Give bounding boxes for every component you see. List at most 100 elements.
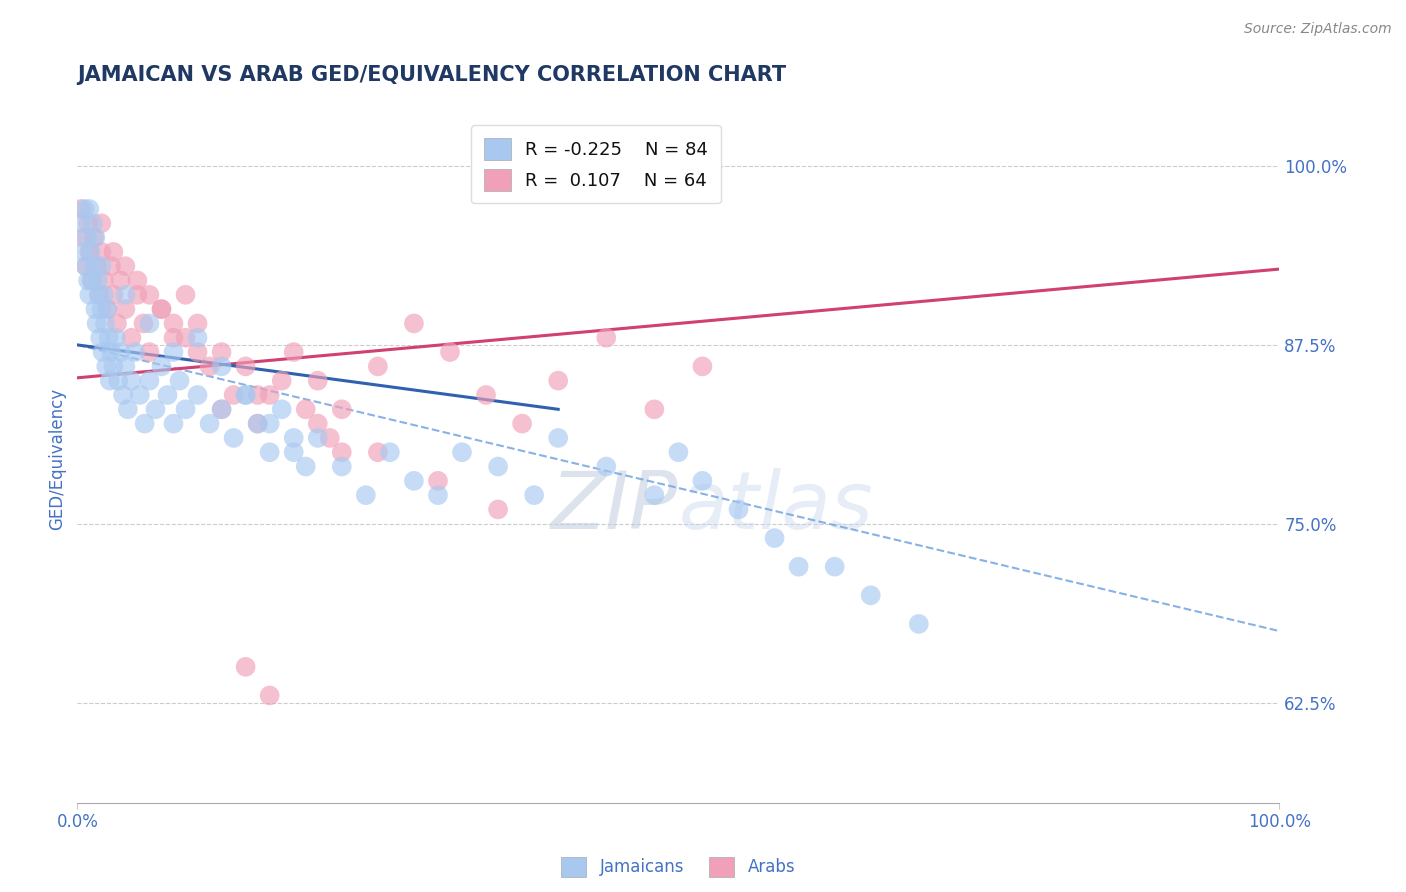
Point [87, 273, 110, 287]
Point [103, 288, 125, 302]
Point [307, 374, 329, 388]
Point [643, 402, 665, 417]
Point [246, 388, 269, 402]
Point [111, 388, 134, 402]
Point [174, 288, 197, 302]
Point [127, 273, 149, 287]
Point [727, 502, 749, 516]
Text: atlas: atlas [679, 468, 873, 547]
Point [87, 288, 110, 302]
Point [96, 302, 118, 317]
Point [162, 317, 184, 331]
Point [330, 402, 353, 417]
Point [222, 388, 245, 402]
Point [70, 202, 93, 216]
Point [83, 259, 105, 273]
Point [187, 388, 209, 402]
Point [138, 345, 160, 359]
Point [96, 302, 118, 317]
Point [169, 374, 191, 388]
Point [451, 445, 474, 459]
Legend: Jamaicans, Arabs: Jamaicans, Arabs [555, 850, 801, 884]
Point [127, 288, 149, 302]
Point [367, 445, 389, 459]
Point [211, 402, 233, 417]
Point [187, 345, 209, 359]
Point [79, 244, 101, 259]
Point [114, 288, 136, 302]
Point [283, 345, 305, 359]
Point [90, 302, 112, 317]
Point [692, 359, 714, 374]
Point [77, 273, 100, 287]
Point [94, 317, 117, 331]
Point [668, 445, 690, 459]
Point [187, 317, 209, 331]
Y-axis label: GED/Equivalency: GED/Equivalency [48, 388, 66, 531]
Point [75, 259, 97, 273]
Point [96, 359, 118, 374]
Point [80, 273, 103, 287]
Point [110, 345, 132, 359]
Point [427, 474, 450, 488]
Point [114, 259, 136, 273]
Point [270, 374, 292, 388]
Point [162, 345, 184, 359]
Point [595, 331, 617, 345]
Point [145, 402, 167, 417]
Point [93, 288, 115, 302]
Point [402, 474, 425, 488]
Point [643, 488, 665, 502]
Point [486, 459, 509, 474]
Point [75, 259, 97, 273]
Point [128, 388, 150, 402]
Point [114, 302, 136, 317]
Point [97, 331, 120, 345]
Point [72, 230, 94, 244]
Point [547, 431, 569, 445]
Point [91, 345, 114, 359]
Point [114, 359, 136, 374]
Point [84, 302, 107, 317]
Point [259, 689, 281, 703]
Point [211, 402, 233, 417]
Point [510, 417, 533, 431]
Point [100, 259, 122, 273]
Point [246, 417, 269, 431]
Point [547, 374, 569, 388]
Point [104, 331, 127, 345]
Point [86, 259, 108, 273]
Point [330, 459, 353, 474]
Point [83, 230, 105, 244]
Point [107, 374, 129, 388]
Point [402, 317, 425, 331]
Point [138, 288, 160, 302]
Point [124, 345, 146, 359]
Point [259, 388, 281, 402]
Point [523, 488, 546, 502]
Point [132, 317, 155, 331]
Point [134, 417, 156, 431]
Point [908, 616, 931, 631]
Point [150, 302, 173, 317]
Point [105, 317, 128, 331]
Point [117, 402, 139, 417]
Point [595, 459, 617, 474]
Point [198, 359, 221, 374]
Point [82, 216, 104, 230]
Point [138, 374, 160, 388]
Point [77, 216, 100, 230]
Point [84, 230, 107, 244]
Text: JAMAICAN VS ARAB GED/EQUIVALENCY CORRELATION CHART: JAMAICAN VS ARAB GED/EQUIVALENCY CORRELA… [77, 65, 786, 85]
Point [486, 502, 509, 516]
Point [367, 359, 389, 374]
Point [72, 244, 94, 259]
Point [763, 531, 786, 545]
Point [174, 402, 197, 417]
Point [187, 331, 209, 345]
Point [110, 273, 132, 287]
Point [162, 331, 184, 345]
Point [235, 388, 257, 402]
Point [235, 359, 257, 374]
Point [73, 202, 96, 216]
